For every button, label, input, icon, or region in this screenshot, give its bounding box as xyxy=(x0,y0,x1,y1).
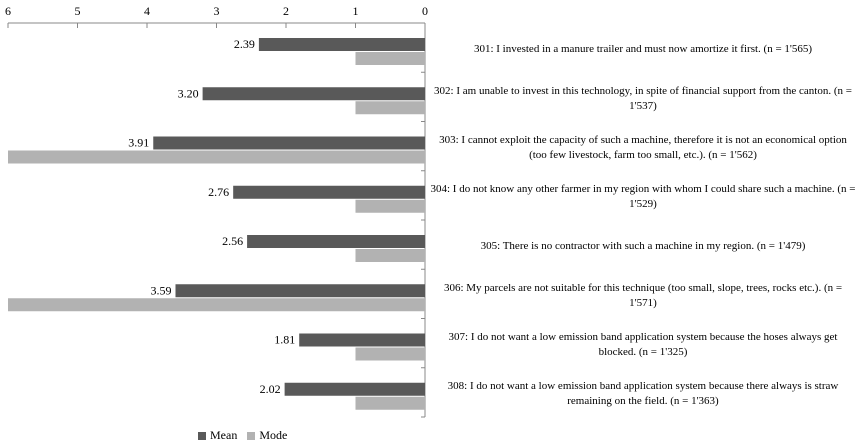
data-label-mean-7: 2.02 xyxy=(260,382,281,396)
bar-mean-6 xyxy=(299,333,425,347)
x-tick-label-3: 3 xyxy=(214,4,220,18)
legend-swatch-mean xyxy=(198,431,206,440)
bar-mode-7 xyxy=(355,396,425,410)
x-tick-label-4: 4 xyxy=(144,4,150,18)
data-label-mean-5: 3.59 xyxy=(150,283,171,297)
category-label-5: 306: My parcels are not suitable for thi… xyxy=(443,281,843,309)
x-tick-label-2: 2 xyxy=(283,4,289,18)
category-label-6: 307: I do not want a low emission band a… xyxy=(448,331,838,359)
bar-mean-1 xyxy=(202,87,425,101)
category-label-1: 302: I am unable to invest in this techn… xyxy=(434,84,852,112)
category-label-2: 303: I cannot exploit the capacity of su… xyxy=(439,134,847,162)
bar-mean-3 xyxy=(233,185,425,199)
bar-mean-0 xyxy=(258,38,425,51)
data-label-mean-0: 2.39 xyxy=(234,37,255,51)
bar-mean-5 xyxy=(175,284,425,298)
legend-swatch-mode xyxy=(247,431,256,440)
data-label-mean-1: 3.20 xyxy=(178,86,199,100)
x-tick-label-5: 5 xyxy=(75,4,81,18)
category-label-0: 301: I invested in a manure trailer and … xyxy=(473,43,813,56)
data-label-mean-4: 2.56 xyxy=(222,234,243,248)
bar-mode-0 xyxy=(355,52,425,65)
bar-mode-1 xyxy=(355,101,425,115)
x-tick-label-1: 1 xyxy=(353,4,359,18)
bar-mode-6 xyxy=(355,347,425,361)
bar-mode-3 xyxy=(355,199,425,213)
category-label-4: 305: There is no contractor with such a … xyxy=(480,240,806,253)
bar-mean-4 xyxy=(247,235,425,248)
bar-mean-2 xyxy=(153,136,425,150)
x-tick-label-0: 0 xyxy=(422,4,428,18)
bar-mode-4 xyxy=(355,249,425,262)
category-label-3: 304: I do not know any other farmer in m… xyxy=(430,183,856,211)
bar-mode-2 xyxy=(8,150,425,164)
bar-mode-5 xyxy=(8,298,425,312)
data-label-mean-3: 2.76 xyxy=(208,185,229,199)
data-label-mean-2: 3.91 xyxy=(128,136,149,150)
data-label-mean-6: 1.81 xyxy=(274,333,295,347)
x-tick-label-6: 6 xyxy=(5,4,11,18)
legend: Mean Mode xyxy=(198,428,297,443)
category-label-7: 308: I do not want a low emission band a… xyxy=(447,380,839,408)
legend-item-mean: Mean xyxy=(198,428,237,443)
legend-item-mode: Mode xyxy=(247,428,287,443)
bar-mean-7 xyxy=(284,382,425,396)
legend-label-mean: Mean xyxy=(210,428,238,442)
legend-label-mode: Mode xyxy=(259,428,288,442)
